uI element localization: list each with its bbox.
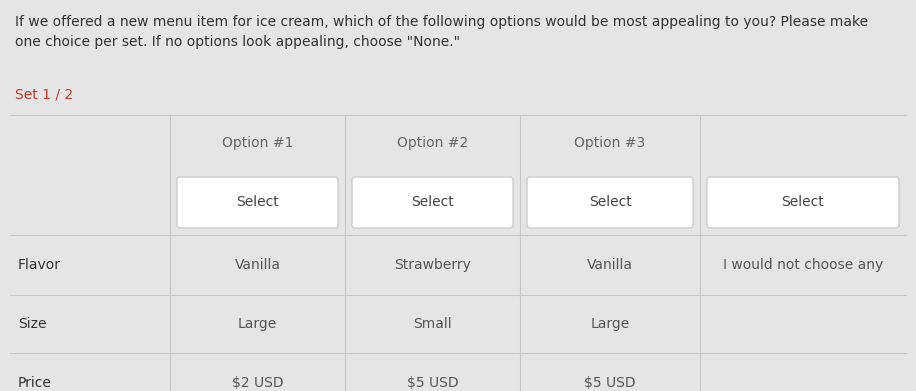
Text: Large: Large (591, 317, 629, 331)
FancyBboxPatch shape (527, 177, 693, 228)
Text: Select: Select (236, 196, 278, 210)
Text: $5 USD: $5 USD (584, 376, 636, 390)
Text: Set 1 / 2: Set 1 / 2 (15, 88, 73, 102)
Text: Select: Select (781, 196, 824, 210)
Text: $2 USD: $2 USD (232, 376, 283, 390)
FancyBboxPatch shape (352, 177, 513, 228)
Text: one choice per set. If no options look appealing, choose "None.": one choice per set. If no options look a… (15, 35, 460, 49)
Text: Large: Large (238, 317, 278, 331)
Text: Vanilla: Vanilla (234, 258, 280, 272)
Text: If we offered a new menu item for ice cream, which of the following options woul: If we offered a new menu item for ice cr… (15, 15, 868, 29)
Text: Option #1: Option #1 (222, 136, 293, 149)
FancyBboxPatch shape (707, 177, 899, 228)
Text: Vanilla: Vanilla (587, 258, 633, 272)
Text: Flavor: Flavor (18, 258, 61, 272)
Text: Strawberry: Strawberry (394, 258, 471, 272)
Text: Small: Small (413, 317, 452, 331)
Text: $5 USD: $5 USD (407, 376, 458, 390)
FancyBboxPatch shape (177, 177, 338, 228)
Text: Size: Size (18, 317, 47, 331)
Text: Price: Price (18, 376, 52, 390)
Text: I would not choose any: I would not choose any (723, 258, 883, 272)
Text: Option #3: Option #3 (574, 136, 646, 149)
Text: Select: Select (589, 196, 631, 210)
Text: Option #2: Option #2 (397, 136, 468, 149)
Text: Select: Select (411, 196, 453, 210)
